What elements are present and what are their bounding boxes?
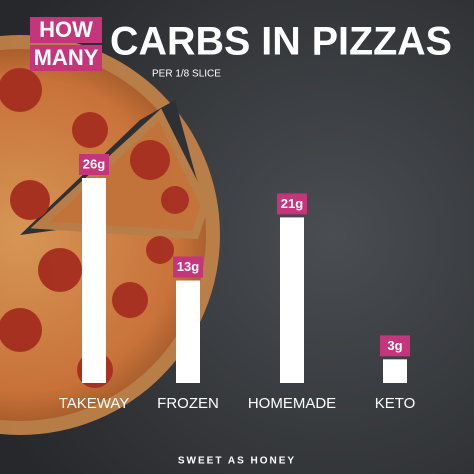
value-label-box: [277, 193, 307, 215]
value-label-box: [380, 335, 410, 357]
title-box: [30, 17, 102, 43]
title-box-text: HOW: [39, 17, 93, 42]
bar: [176, 280, 200, 383]
bar: [82, 178, 106, 383]
chart-title: CARBS IN PIZZAS: [110, 20, 452, 64]
value-label-box: [173, 256, 203, 278]
x-tick-label: TAKEWAY: [59, 395, 130, 412]
x-tick-label: FROZEN: [157, 395, 219, 412]
value-label: 26g: [83, 156, 105, 171]
chart-subtitle: PER 1/8 SLICE: [152, 69, 221, 80]
value-label: 3g: [387, 338, 402, 353]
title-box: [30, 45, 102, 71]
x-tick-label: KETO: [375, 395, 416, 412]
footer: SWEET AS HONEY: [178, 456, 296, 467]
value-label: 21g: [281, 196, 303, 211]
pizza-decoration: [0, 35, 220, 435]
title-box-text: MANY: [34, 45, 99, 70]
value-label-box: [79, 154, 109, 175]
bar: [383, 359, 407, 383]
x-tick-label: HOMEMADE: [248, 395, 336, 412]
bar: [280, 217, 304, 383]
value-label: 13g: [177, 259, 199, 274]
